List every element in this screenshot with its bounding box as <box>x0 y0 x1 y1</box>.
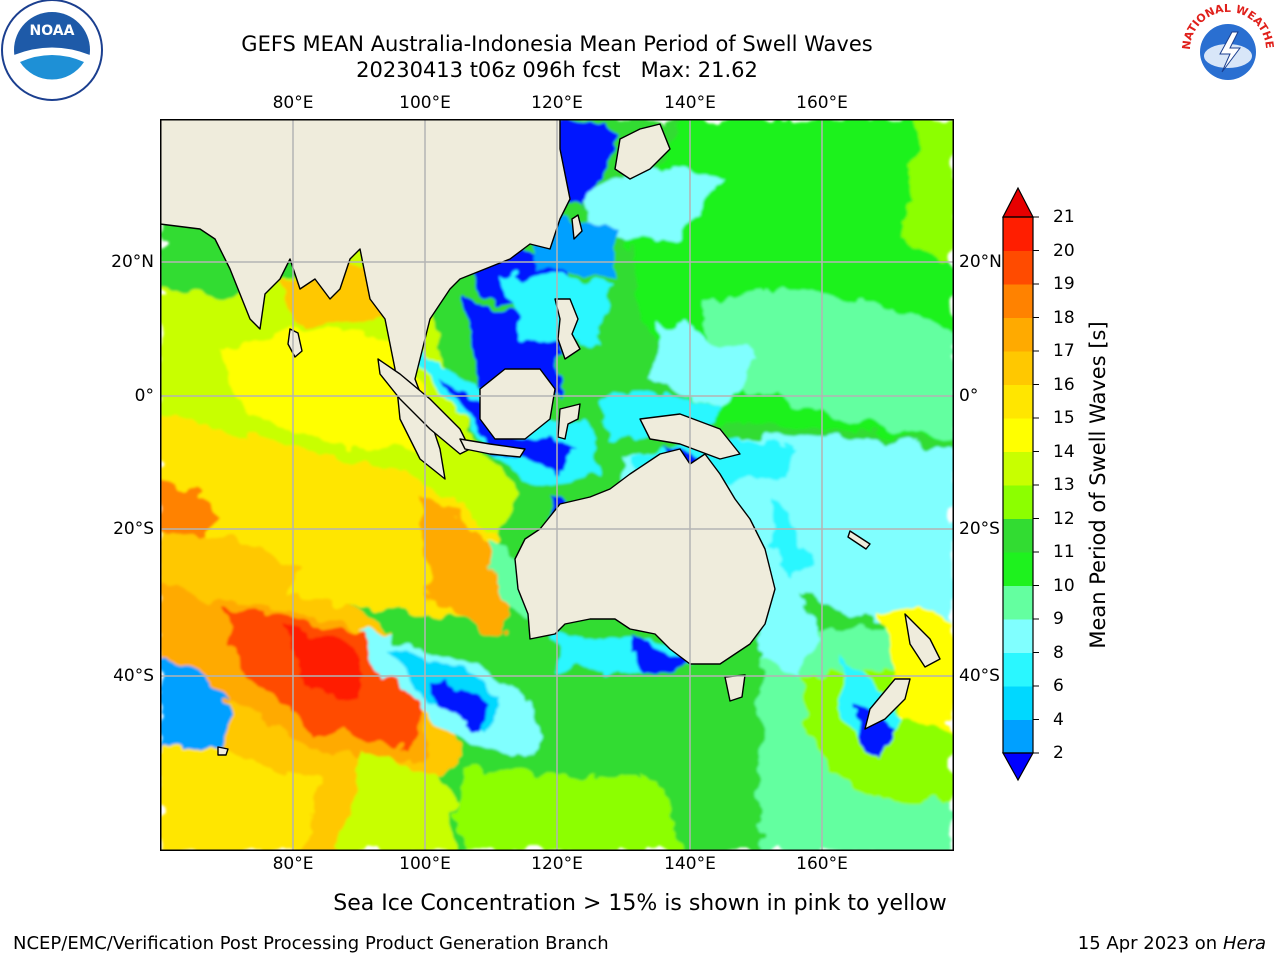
colorbar-segment <box>1003 284 1033 318</box>
colorbar-segment <box>1003 619 1033 653</box>
colorbar-segment <box>1003 652 1033 687</box>
colorbar-tick-label: 14 <box>1053 441 1075 462</box>
lon-tick-top: 120°E <box>531 93 583 113</box>
lon-tick-top: 140°E <box>664 93 716 113</box>
borneo <box>479 368 556 440</box>
lon-tick-bottom: 100°E <box>399 854 451 874</box>
japan <box>614 123 671 180</box>
colorbar-tick-label: 18 <box>1053 307 1075 328</box>
lon-tick-top: 100°E <box>399 93 451 113</box>
lat-tick-left: 40°S <box>113 666 154 686</box>
lat-tick-left: 0° <box>134 386 154 406</box>
lat-tick-right: 0° <box>959 386 979 406</box>
colorbar-segment <box>1003 351 1033 385</box>
taiwan <box>571 214 583 240</box>
colorbar-tick-label: 17 <box>1053 341 1075 361</box>
colorbar-segments <box>1001 186 1039 782</box>
colorbar-segment <box>1003 518 1033 553</box>
sulawesi <box>557 403 581 440</box>
asia-mainland <box>160 119 571 480</box>
new-caledonia <box>847 530 871 550</box>
colorbar-segment <box>1003 384 1033 419</box>
java <box>459 438 526 458</box>
australia <box>514 448 776 665</box>
sumatra <box>377 358 471 455</box>
colorbar-tick-label: 20 <box>1053 240 1075 261</box>
lon-tick-bottom: 120°E <box>531 854 583 874</box>
colorbar-tick-label: 19 <box>1053 274 1075 294</box>
colorbar-tick-label: 16 <box>1053 374 1075 395</box>
footer-machine: Hera <box>1222 933 1266 954</box>
colorbar-segment <box>1003 451 1033 486</box>
colorbar-segment <box>1003 552 1033 586</box>
colorbar-segment <box>1003 719 1033 754</box>
colorbar-segment <box>1003 217 1033 251</box>
colorbar-segment <box>1003 418 1033 452</box>
colorbar-over-arrow <box>1002 186 1034 218</box>
colorbar-tick-label: 4 <box>1053 709 1064 730</box>
colorbar-tick-label: 13 <box>1053 475 1075 495</box>
lon-tick-top: 160°E <box>796 93 848 113</box>
sea-ice-note: Sea Ice Concentration > 15% is shown in … <box>333 891 947 916</box>
gridlines <box>160 119 954 851</box>
colorbar-under-arrow <box>1001 752 1035 782</box>
lat-tick-right: 40°S <box>959 666 1000 686</box>
colorbar-label: Mean Period of Swell Waves [s] <box>1086 321 1110 649</box>
chart-title: GEFS MEAN Australia-Indonesia Mean Perio… <box>241 32 873 56</box>
colorbar-tick-label: 10 <box>1053 575 1075 596</box>
kerguelen <box>217 746 229 756</box>
new-zealand-south <box>864 678 911 730</box>
colorbar-segment <box>1003 317 1033 352</box>
colorbar-tick-label: 6 <box>1053 676 1064 696</box>
lat-tick-right: 20°N <box>959 252 1002 272</box>
lon-tick-top: 80°E <box>272 93 314 113</box>
colorbar-tick-label: 2 <box>1053 743 1064 763</box>
lon-tick-bottom: 80°E <box>272 854 314 874</box>
sri-lanka <box>287 328 303 358</box>
footer-date-text: 15 Apr 2023 on <box>1077 933 1218 954</box>
colorbar-segment <box>1003 686 1033 720</box>
colorbar-tick-label: 11 <box>1053 542 1075 562</box>
noaa-logo: NOAA <box>1 0 103 101</box>
lat-tick-left: 20°S <box>113 519 154 539</box>
noaa-logo-text: NOAA <box>30 23 75 39</box>
colorbar-tick-label: 8 <box>1053 642 1064 663</box>
new-zealand-north <box>904 613 941 668</box>
chart-subtitle: 20230413 t06z 096h fcst Max: 21.62 <box>356 58 758 82</box>
swell-period-map <box>160 119 954 851</box>
colorbar-tick-label: 9 <box>1053 609 1064 629</box>
colorbar-segment <box>1003 585 1033 620</box>
nws-logo: NATIONAL WEATHER SERVICE <box>1176 0 1276 98</box>
footer-date: 15 Apr 2023 on Hera <box>1078 933 1266 955</box>
colorbar-segment <box>1003 485 1033 519</box>
colorbar <box>1001 186 1039 782</box>
land-masses <box>160 119 941 756</box>
footer-credit: NCEP/EMC/Verification Post Processing Pr… <box>13 933 609 954</box>
lat-tick-right: 20°S <box>959 519 1000 539</box>
lon-tick-bottom: 160°E <box>796 854 848 874</box>
colorbar-tick-label: 21 <box>1053 207 1075 227</box>
philippines <box>554 298 581 360</box>
colorbar-segment <box>1003 250 1033 285</box>
lon-tick-bottom: 140°E <box>664 854 716 874</box>
colorbar-tick-label: 12 <box>1053 508 1075 529</box>
lat-tick-left: 20°N <box>111 252 154 272</box>
colorbar-tick-label: 15 <box>1053 408 1075 428</box>
